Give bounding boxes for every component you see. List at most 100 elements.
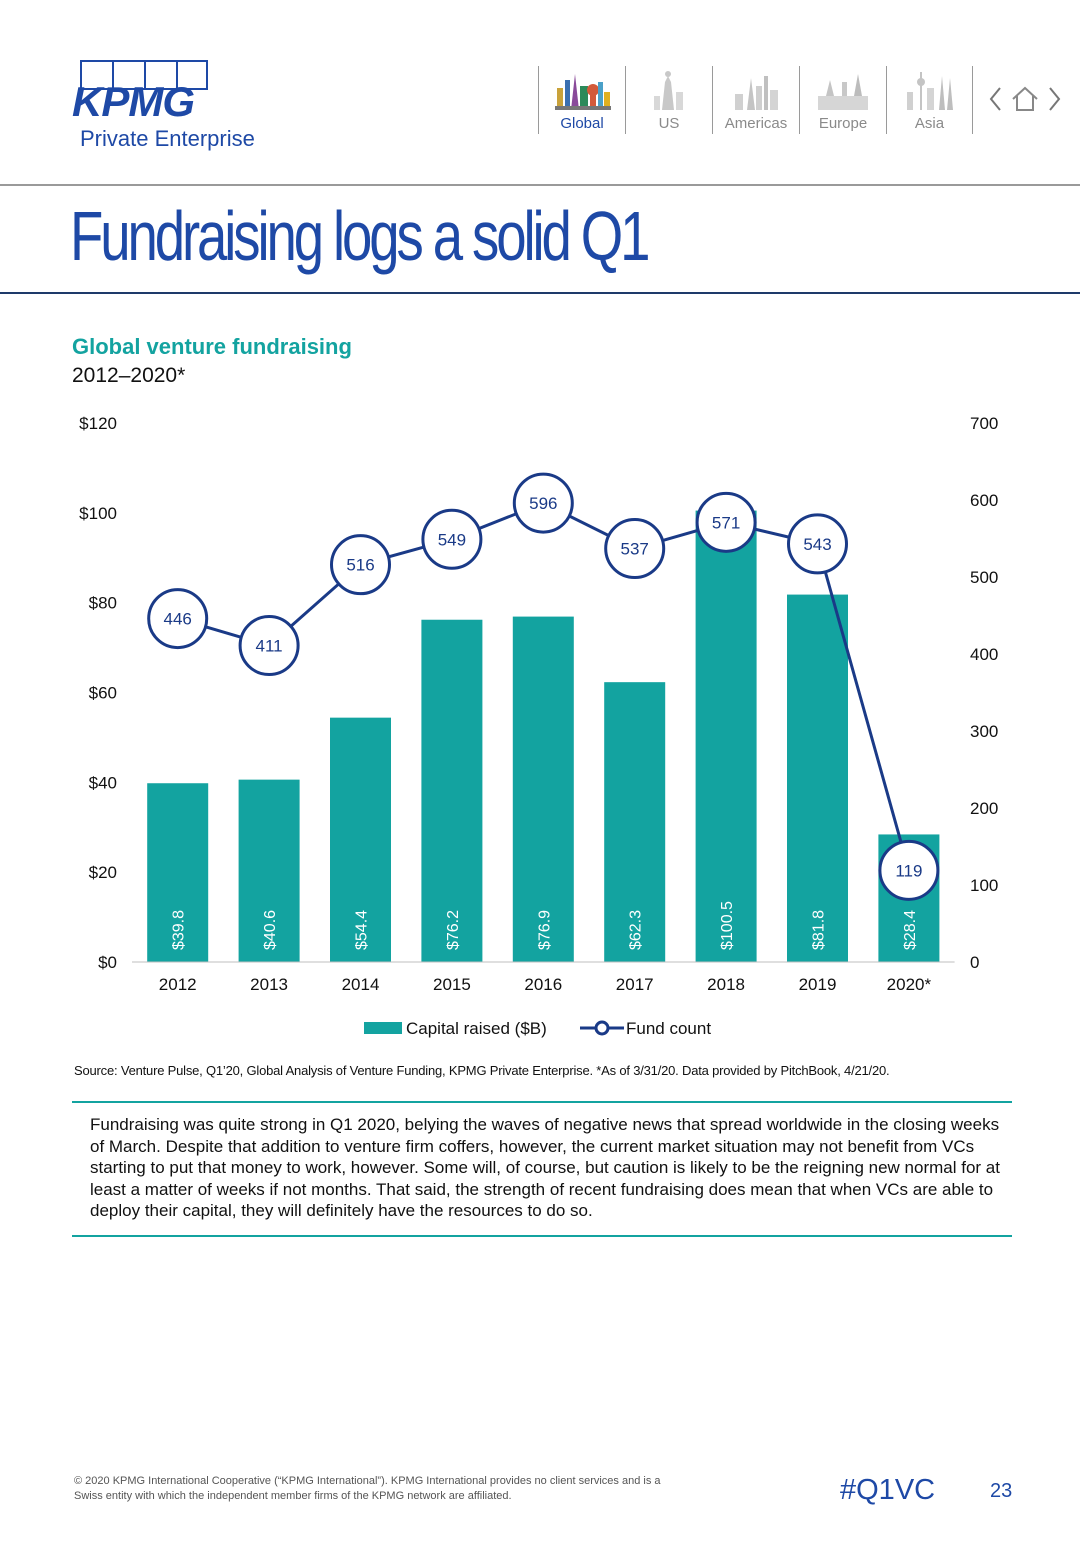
fund-count-marker [787,513,848,575]
nav-label-europe: Europe [818,115,868,132]
fund-count-marker [604,518,666,580]
x-tick-label: 2014 [342,975,380,994]
home-icon[interactable] [1010,84,1040,114]
header-divider [0,184,1080,186]
chevron-right-icon[interactable] [1044,84,1064,114]
nav-item-global[interactable]: Global [538,66,625,134]
logo-wordmark: KPMG [72,78,195,125]
nav-item-americas[interactable]: Americas [712,66,799,134]
bar-value-label: $54.4 [354,910,371,950]
y-left-tick-label: $20 [89,863,117,882]
fund-count-label: 119 [895,861,922,880]
bar [147,783,209,962]
chevron-left-icon[interactable] [986,84,1006,114]
fund-count-label: 543 [803,535,831,554]
nav-item-europe[interactable]: Europe [799,66,886,134]
bar [604,682,666,962]
y-left-tick-label: $40 [89,773,117,792]
nav-item-asia[interactable]: Asia [886,66,973,134]
y-right-tick-label: 200 [970,799,998,818]
page-title: Fundraising logs a solid Q1 [70,197,651,275]
us-skyline-icon [654,71,683,110]
fund-count-label: 516 [346,556,374,575]
bar [787,594,848,962]
fund-count-label: 537 [621,540,649,559]
bar-value-label: $76.2 [445,910,462,950]
fund-count-label: 411 [256,637,283,656]
y-left-tick-label: $120 [79,414,117,433]
americas-skyline-icon [735,76,778,110]
copyright-note: © 2020 KPMG International Cooperative (“… [74,1475,661,1502]
legend-bar-label: Capital raised ($B) [406,1019,547,1038]
logo-boxes-icon [80,60,208,90]
legend-bar-swatch [364,1022,402,1034]
source-note: Source: Venture Pulse, Q1’20, Global Ana… [74,1063,890,1078]
bar-value-label: $100.5 [719,901,736,950]
chart-title: Global venture fundraising [72,334,352,359]
nav-label-asia: Asia [914,115,945,132]
nav-label-global: Global [560,115,604,132]
fund-count-marker [512,472,574,534]
x-tick-label: 2015 [433,975,471,994]
bar [330,717,391,962]
x-tick-label: 2013 [250,975,288,994]
bar-value-label: $40.6 [262,910,279,950]
bar [695,510,757,962]
x-tick-label: 2019 [799,975,837,994]
europe-skyline-icon [818,74,868,110]
bar [421,619,483,962]
x-tick-label: 2020* [887,975,932,994]
logo-subtitle: Private Enterprise [80,126,255,151]
hashtag: #Q1VC [840,1474,936,1506]
bar-value-label: $39.8 [171,910,188,950]
fund-count-label: 571 [712,513,740,532]
title-divider [0,292,1080,294]
y-right-tick-label: 600 [970,491,998,510]
bar [238,779,300,962]
x-tick-label: 2017 [616,975,654,994]
legend-line-label: Fund count [626,1019,711,1038]
y-right-tick-label: 400 [970,645,998,664]
fund-count-marker [238,615,300,677]
chart-subtitle: 2012–2020* [72,364,186,387]
kpmg-logo: KPMG Private Enterprise [72,60,272,160]
y-left-tick-label: $100 [79,504,117,523]
x-tick-label: 2012 [159,975,197,994]
page-number: 23 [990,1480,1013,1502]
x-tick-label: 2016 [524,975,562,994]
commentary-bottom-rule [72,1235,1012,1237]
nav-label-americas: Americas [724,115,788,132]
y-right-tick-label: 0 [970,953,979,972]
region-nav: Global US Americas Europe [538,66,973,134]
y-right-tick-label: 100 [970,876,998,895]
fundraising-chart: $0 $20 $40 $60 $80 $100 $120 0 100 200 300 400 500 60… [79,414,998,1038]
bar-value-label: $62.3 [628,910,645,950]
y-left-tick-label: $60 [89,684,117,703]
fund-count-marker [147,588,209,650]
legend-line-marker [594,1020,610,1036]
nav-label-us: US [658,115,680,132]
fund-count-label: 596 [529,494,557,513]
y-right-tick-label: 500 [970,568,998,587]
fund-count-label: 446 [164,610,192,629]
commentary-text: Fundraising was quite strong in Q1 2020,… [90,1115,1000,1221]
fund-count-marker [421,508,483,570]
commentary-top-rule [72,1101,1012,1103]
y-right-tick-label: 300 [970,722,998,741]
global-skyline-icon [555,74,611,110]
x-tick-label: 2018 [707,975,745,994]
bar-value-label: $81.8 [811,910,828,950]
nav-arrows [986,84,1064,114]
asia-skyline-icon [907,72,953,110]
y-left-tick-label: $80 [89,594,117,613]
fund-count-marker [330,534,391,596]
fund-count-marker [695,491,757,553]
bar-value-label: $28.4 [902,910,919,950]
y-left-tick-label: $0 [98,953,117,972]
bar [512,616,574,962]
fund-count-marker [878,839,940,901]
bar-value-label: $76.9 [536,910,553,950]
fund-count-label: 549 [438,530,466,549]
y-right-tick-label: 700 [970,414,998,433]
nav-item-us[interactable]: US [625,66,712,134]
